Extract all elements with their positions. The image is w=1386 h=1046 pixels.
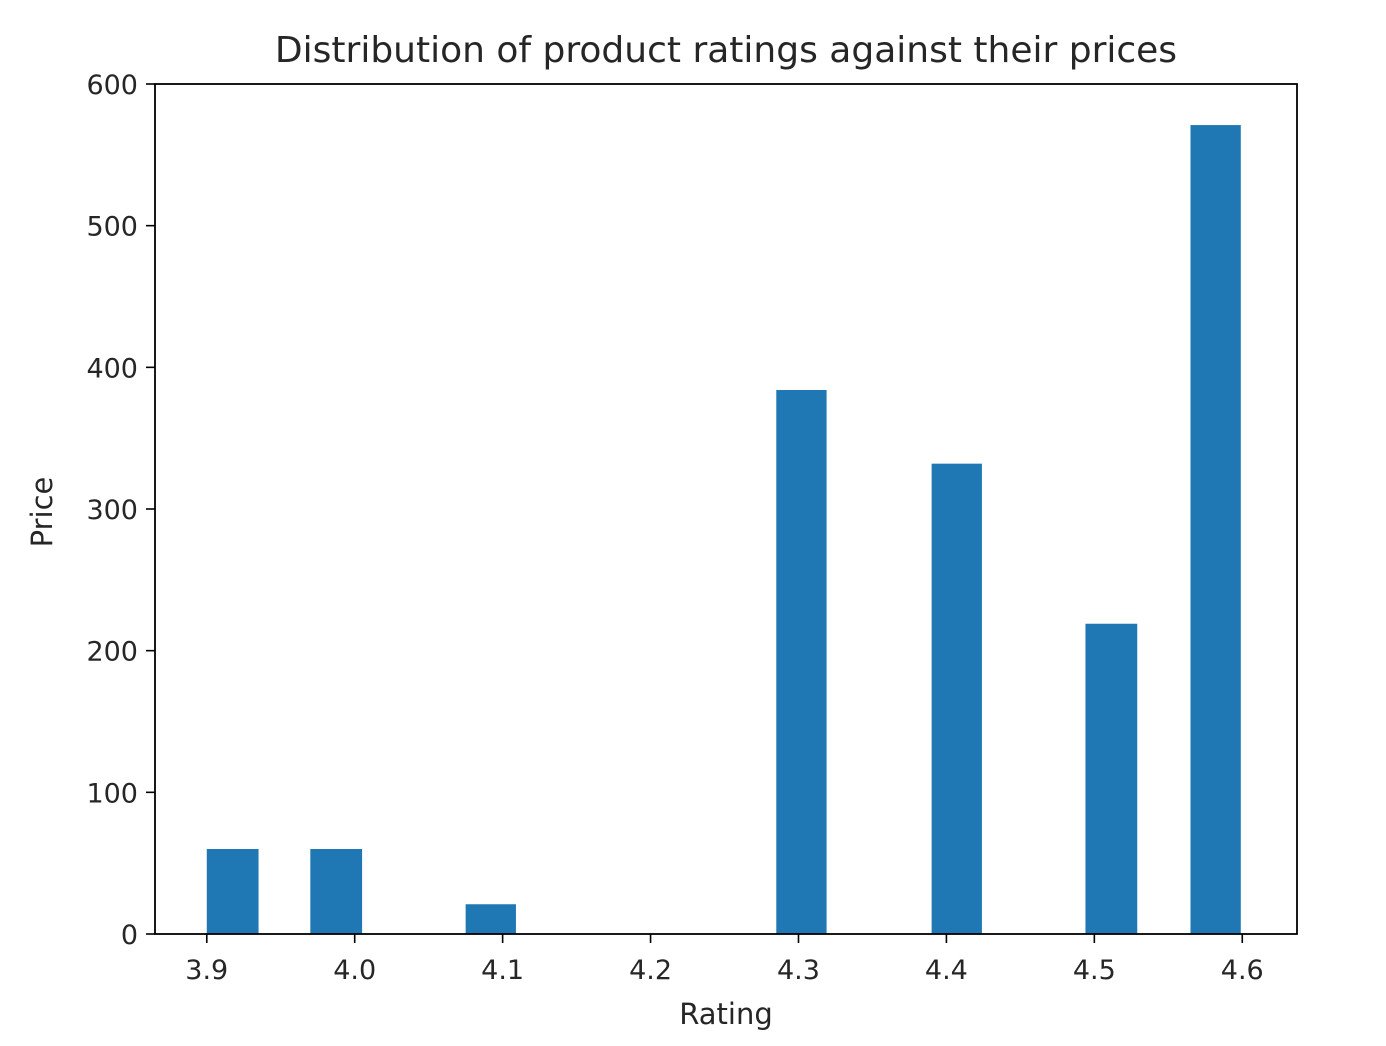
bar-1 [206, 849, 259, 934]
y-tick-label-3: 200 [86, 637, 138, 668]
x-axis-label: Rating [679, 997, 773, 1031]
bar-7 [1190, 125, 1241, 935]
bar-5 [931, 463, 982, 934]
x-tick-label-4: 4.2 [629, 955, 672, 986]
bar-4 [776, 390, 827, 934]
y-axis-label: Price [25, 477, 59, 548]
y-tick-label-7: 600 [86, 70, 138, 101]
y-tick-label-2: 100 [86, 778, 138, 809]
x-ticks-group: 3.9 4.0 4.1 4.2 4.3 4.4 4.5 4.6 [185, 934, 1264, 986]
y-tick-label-6: 500 [86, 212, 138, 243]
bar-2 [310, 849, 363, 934]
x-tick-label-6: 4.4 [925, 955, 968, 986]
x-tick-label-7: 4.5 [1073, 955, 1116, 986]
bar-3 [465, 904, 516, 934]
bar-6 [1085, 623, 1138, 934]
chart-title: Distribution of product ratings against … [275, 30, 1177, 71]
plot-area-frame [154, 83, 1298, 935]
y-tick-label-4: 300 [86, 495, 138, 526]
y-tick-label-5: 400 [86, 353, 138, 384]
x-tick-label-2: 4.0 [333, 955, 376, 986]
y-tick-label-1: 0 [121, 920, 138, 951]
bars-group [206, 125, 1241, 935]
x-tick-label-1: 3.9 [185, 955, 228, 986]
x-tick-label-5: 4.3 [777, 955, 820, 986]
x-tick-label-8: 4.6 [1221, 955, 1264, 986]
x-tick-label-3: 4.1 [481, 955, 524, 986]
y-ticks-group: 0 100 200 300 400 500 600 [86, 70, 155, 951]
